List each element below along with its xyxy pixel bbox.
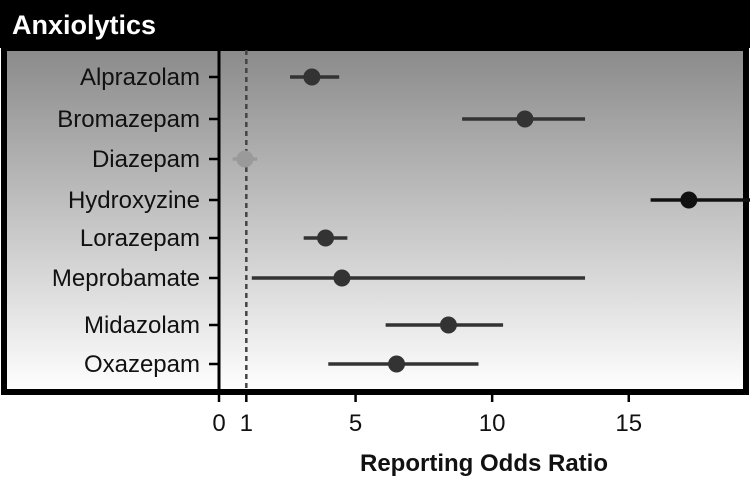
drug-label: Midazolam (84, 312, 200, 339)
point-estimate (439, 316, 457, 334)
drug-label: Alprazolam (80, 64, 200, 91)
drug-label: Oxazepam (84, 351, 200, 378)
drug-label: Meprobamate (52, 265, 200, 292)
x-tick-label: 1 (240, 410, 253, 437)
point-estimate (388, 355, 406, 373)
x-tick-label: 5 (349, 410, 362, 437)
x-tick-label: 10 (479, 410, 506, 437)
x-axis-title: Reporting Odds Ratio (360, 450, 608, 477)
chart-marks: 0 1 5 10 15AlprazolamBromazepamDiazepamHydro… (52, 50, 750, 437)
drug-label: Lorazepam (80, 225, 200, 252)
drug-label: Hydroxyzine (68, 187, 200, 214)
plot-panel (1, 45, 749, 395)
point-estimate (303, 68, 321, 86)
point-estimate (516, 110, 534, 128)
point-estimate (680, 191, 698, 209)
title-bar (0, 0, 750, 48)
x-tick-label: 0 (212, 410, 225, 437)
chart-title: Anxiolytics (12, 10, 156, 40)
point-estimate (236, 150, 254, 168)
point-estimate (317, 229, 335, 247)
x-tick-label: 15 (615, 410, 642, 437)
drug-label: Diazepam (92, 146, 200, 173)
drug-label: Bromazepam (57, 106, 200, 133)
point-estimate (333, 269, 351, 287)
